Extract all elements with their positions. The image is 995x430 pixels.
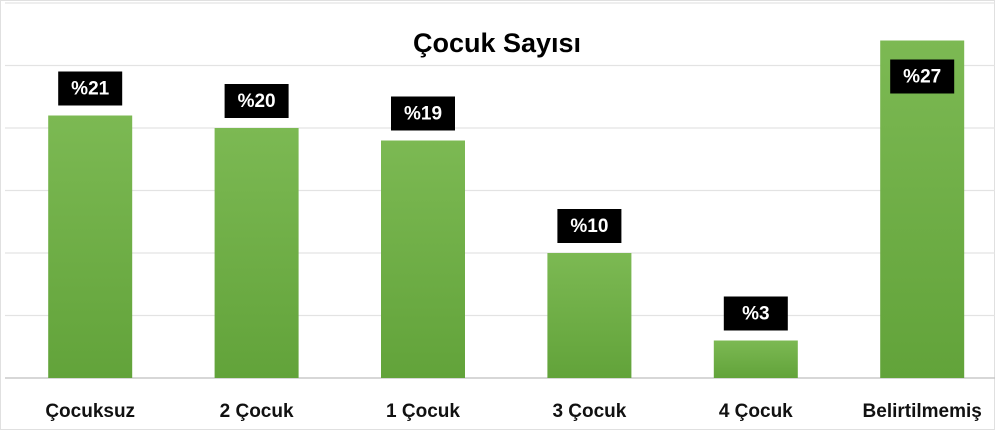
bars: %21 %20 %19 %10 %3 %27 [48, 40, 965, 378]
value-label-box [723, 296, 788, 331]
bar [713, 340, 798, 378]
chart-title: Çocuk Sayısı [413, 28, 581, 58]
value-label-box [391, 96, 455, 131]
value-label: %21 [71, 79, 109, 100]
bar [381, 140, 465, 378]
value-label: %19 [404, 104, 442, 125]
value-label: %3 [742, 304, 769, 325]
value-label: %10 [570, 216, 608, 237]
value-label: %20 [238, 91, 276, 112]
x-tick-label: 3 Çocuk [552, 401, 626, 422]
bar [880, 40, 965, 378]
grid [5, 2, 995, 379]
bar [214, 128, 299, 378]
x-tick-label: Çocuksuz [45, 401, 135, 422]
x-tick-label: Belirtilmemiş [863, 401, 982, 422]
value-label: %27 [903, 67, 941, 88]
bar [547, 253, 632, 378]
value-label-box [557, 209, 622, 243]
value-label-box [58, 71, 123, 106]
value-label-box [890, 59, 955, 94]
x-tick-label: 2 Çocuk [220, 401, 294, 422]
value-label-box [224, 84, 289, 118]
x-tick-label: 4 Çocuk [719, 401, 793, 422]
x-tick-label: 1 Çocuk [386, 401, 460, 422]
bar [48, 115, 133, 378]
